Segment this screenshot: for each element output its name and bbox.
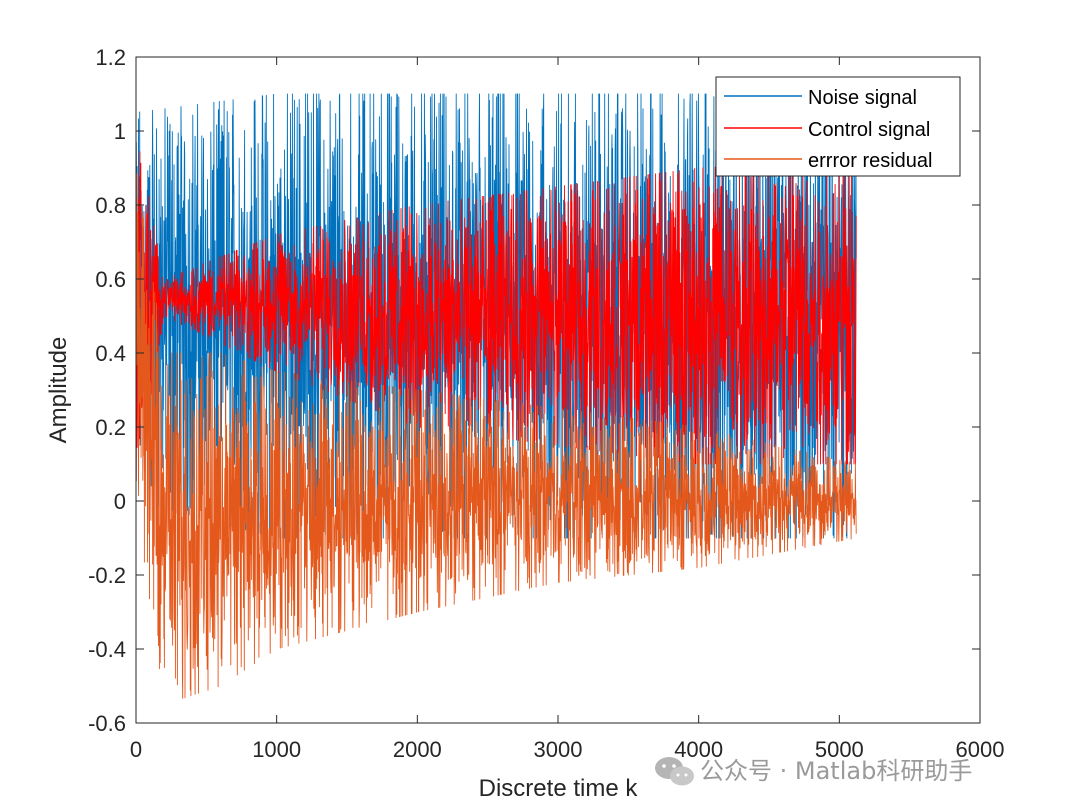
legend-label-error: errror residual	[808, 150, 932, 172]
y-tick-label: 1	[114, 119, 126, 144]
x-tick-label: 5000	[815, 737, 864, 762]
legend-label-control: Control signal	[808, 119, 930, 141]
y-axis-ticks: -0.6 -0.4 -0.2 0 0.2 0.4 0.6 0.8 1 1.2	[88, 45, 980, 736]
x-axis-ticks: 0 1000 2000 3000 4000 5000 6000	[130, 57, 1005, 762]
series-line-error	[135, 173, 857, 699]
legend-label-noise: Noise signal	[808, 87, 917, 109]
legend[interactable]: Noise signal Control signal errror resid…	[715, 76, 961, 177]
series-line-control	[135, 151, 857, 482]
x-tick-label: 6000	[956, 737, 1005, 762]
series-control-signal	[135, 151, 857, 482]
y-tick-label: -0.6	[88, 711, 126, 736]
y-tick-label: 0	[114, 489, 126, 514]
watermark-text: 公众号 · Matlab科研助手	[700, 757, 972, 785]
x-tick-label: 1000	[252, 737, 301, 762]
y-tick-label: 0.2	[95, 415, 126, 440]
x-axis-label: Discrete time k	[479, 775, 639, 802]
series-error-residual	[135, 173, 857, 699]
y-axis-label: Amplitude	[45, 337, 72, 444]
x-tick-label: 0	[130, 737, 142, 762]
y-tick-label: 0.4	[95, 341, 126, 366]
y-tick-label: 1.2	[95, 45, 126, 70]
y-tick-label: 0.6	[95, 267, 126, 292]
y-tick-label: -0.2	[88, 563, 126, 588]
x-tick-label: 3000	[534, 737, 583, 762]
y-tick-label: -0.4	[88, 637, 126, 662]
wechat-icon	[655, 757, 694, 786]
watermark: 公众号 · Matlab科研助手	[655, 757, 972, 786]
x-tick-label: 2000	[393, 737, 442, 762]
y-tick-label: 0.8	[95, 193, 126, 218]
x-tick-label: 4000	[674, 737, 723, 762]
